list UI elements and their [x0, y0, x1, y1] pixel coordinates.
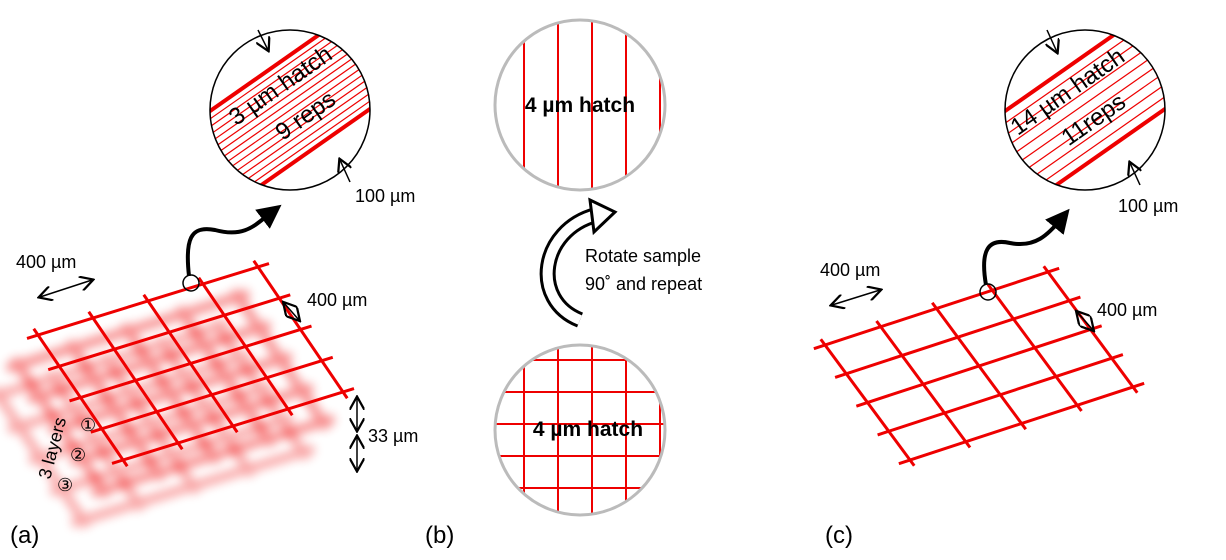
arrow	[1077, 312, 1093, 330]
panel-label: (c)	[825, 522, 853, 549]
layer	[5, 288, 336, 499]
arrow	[40, 280, 92, 297]
layer-mark: ②	[70, 445, 86, 465]
hatch-label: 4 µm hatch	[533, 418, 643, 441]
panel-label: (a)	[10, 522, 39, 549]
laser-line	[69, 383, 315, 467]
spacing-label: 400 µm	[820, 260, 880, 280]
arrow	[1047, 29, 1057, 52]
zoom-circle	[209, 29, 371, 191]
laser-line	[1005, 30, 1159, 144]
laser-line	[877, 353, 1124, 437]
laser-line	[898, 381, 1145, 466]
laser-line	[142, 293, 239, 434]
laser-line	[216, 76, 370, 190]
zoom-arrow	[185, 204, 282, 277]
laser-line	[230, 288, 331, 431]
laser-line	[1042, 265, 1139, 394]
spacing-label: 400 µm	[16, 252, 76, 272]
instruction: 90˚ and repeat	[585, 274, 702, 294]
hatch-label: 4 µm hatch	[525, 94, 635, 117]
spacing-label: 400 µm	[307, 290, 367, 310]
laser-line	[70, 444, 316, 528]
laser-line	[986, 283, 1083, 412]
rotate-arrow-head	[588, 197, 618, 236]
arrow	[258, 29, 268, 50]
instruction: Rotate sample	[585, 246, 701, 266]
zoom-arrow	[982, 208, 1070, 286]
arrow	[1130, 163, 1140, 186]
spacing-label: 400 µm	[1097, 300, 1157, 320]
hatch	[495, 345, 665, 515]
laser-line	[197, 276, 294, 417]
laser-line	[90, 414, 336, 498]
arrow	[832, 290, 880, 305]
circle	[493, 18, 667, 192]
spot	[979, 283, 997, 301]
laser-line	[1011, 76, 1165, 190]
layer-mark: ①	[80, 415, 96, 435]
zoom-circle	[1004, 29, 1166, 191]
arrow	[284, 303, 299, 320]
laser-line	[210, 30, 364, 144]
laser-line	[931, 301, 1027, 431]
grids	[0, 259, 1145, 529]
layer-height-label: 33 µm	[368, 426, 418, 446]
circle	[493, 343, 667, 517]
laser-line	[90, 355, 334, 434]
width-label: 100 µm	[355, 186, 415, 206]
arrow	[340, 160, 350, 183]
laser-line	[111, 387, 355, 465]
laser-line	[175, 305, 276, 448]
layer-mark: ③	[57, 475, 73, 495]
laser-line	[252, 259, 349, 400]
laser-line	[120, 322, 221, 465]
width-label: 100 µm	[1118, 196, 1178, 216]
panel-label: (b)	[425, 522, 454, 549]
spot	[182, 274, 200, 292]
